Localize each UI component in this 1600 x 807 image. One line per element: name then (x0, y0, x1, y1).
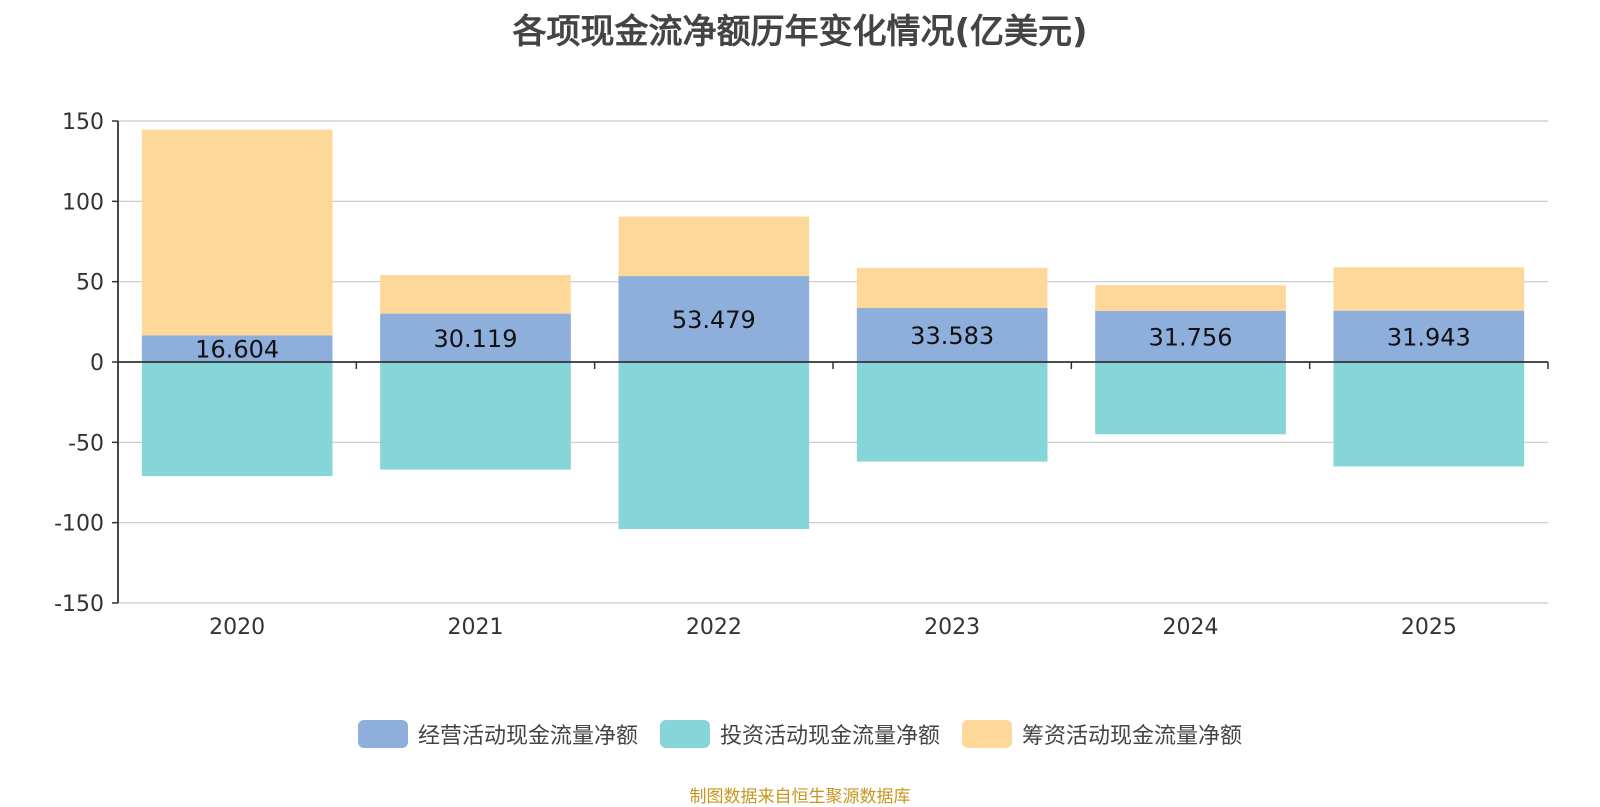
legend-label-investing: 投资活动现金流量净额 (719, 724, 940, 749)
labels: 150 100 50 0 -50 -100 -150 16.604 2020 30.119 2021… (54, 110, 1471, 640)
legend-swatch-financing (962, 720, 1012, 748)
x-tick-label: 2023 (924, 615, 980, 640)
legend-label-operating: 经营活动现金流量净额 (417, 724, 638, 749)
bar-operating-2023 (856, 308, 1048, 362)
x-tick-label: 2024 (1163, 615, 1219, 640)
y-tick-label: -100 (54, 512, 104, 537)
legend-item-financing[interactable]: 筹资活动现金流量净额 (962, 718, 1242, 750)
bar-operating-2025 (1333, 310, 1525, 362)
bar-financing-2023 (856, 267, 1048, 309)
bar-operating-2022 (618, 276, 810, 362)
y-tick-label: 0 (90, 351, 104, 376)
bar-investing-2025 (1333, 362, 1525, 467)
legend-item-operating[interactable]: 经营活动现金流量净额 (357, 718, 638, 750)
bar-operating-2024 (1095, 310, 1286, 362)
bar-investing-2022 (618, 362, 810, 530)
y-tick-label: -150 (54, 592, 104, 617)
y-tick-label: -50 (68, 431, 104, 456)
data-label: 31.756 (1149, 323, 1233, 351)
axes (112, 120, 1549, 604)
bar-investing-2024 (1095, 362, 1286, 435)
bar-financing-2022 (618, 216, 810, 277)
x-tick-label: 2022 (686, 615, 742, 640)
x-tick-label: 2021 (448, 615, 504, 640)
data-label: 30.119 (434, 325, 518, 353)
data-label: 33.583 (910, 322, 994, 350)
data-label: 16.604 (195, 336, 279, 364)
bar-operating-2020 (141, 335, 333, 362)
bar-financing-2020 (141, 129, 333, 336)
bar-operating-2021 (380, 313, 571, 362)
bar-financing-2025 (1333, 267, 1525, 311)
legend-swatch-investing (659, 720, 710, 748)
chart-title: 各项现金流净额历年变化情况(亿美元) (512, 12, 1088, 52)
legend: 经营活动现金流量净额 投资活动现金流量净额 筹资活动现金流量净额 (0, 718, 1600, 750)
bar-investing-2023 (856, 362, 1048, 462)
legend-item-investing[interactable]: 投资活动现金流量净额 (659, 718, 940, 750)
bar-investing-2020 (141, 362, 333, 477)
legend-label-financing: 筹资活动现金流量净额 (1022, 724, 1243, 749)
grid-lines (118, 120, 1548, 604)
x-tick-label: 2025 (1401, 615, 1457, 640)
legend-swatch-operating (357, 720, 408, 748)
y-tick-label: 50 (76, 271, 104, 296)
y-tick-label: 100 (62, 190, 104, 215)
bars (141, 129, 1525, 530)
bar-financing-2021 (380, 275, 571, 314)
bar-financing-2024 (1095, 285, 1286, 311)
data-label: 31.943 (1387, 323, 1471, 351)
source-note: 制图数据来自恒生聚源数据库 (689, 787, 911, 807)
y-tick-label: 150 (62, 110, 104, 135)
data-label: 53.479 (672, 306, 756, 334)
bar-investing-2021 (380, 362, 571, 470)
x-tick-label: 2020 (209, 615, 265, 640)
